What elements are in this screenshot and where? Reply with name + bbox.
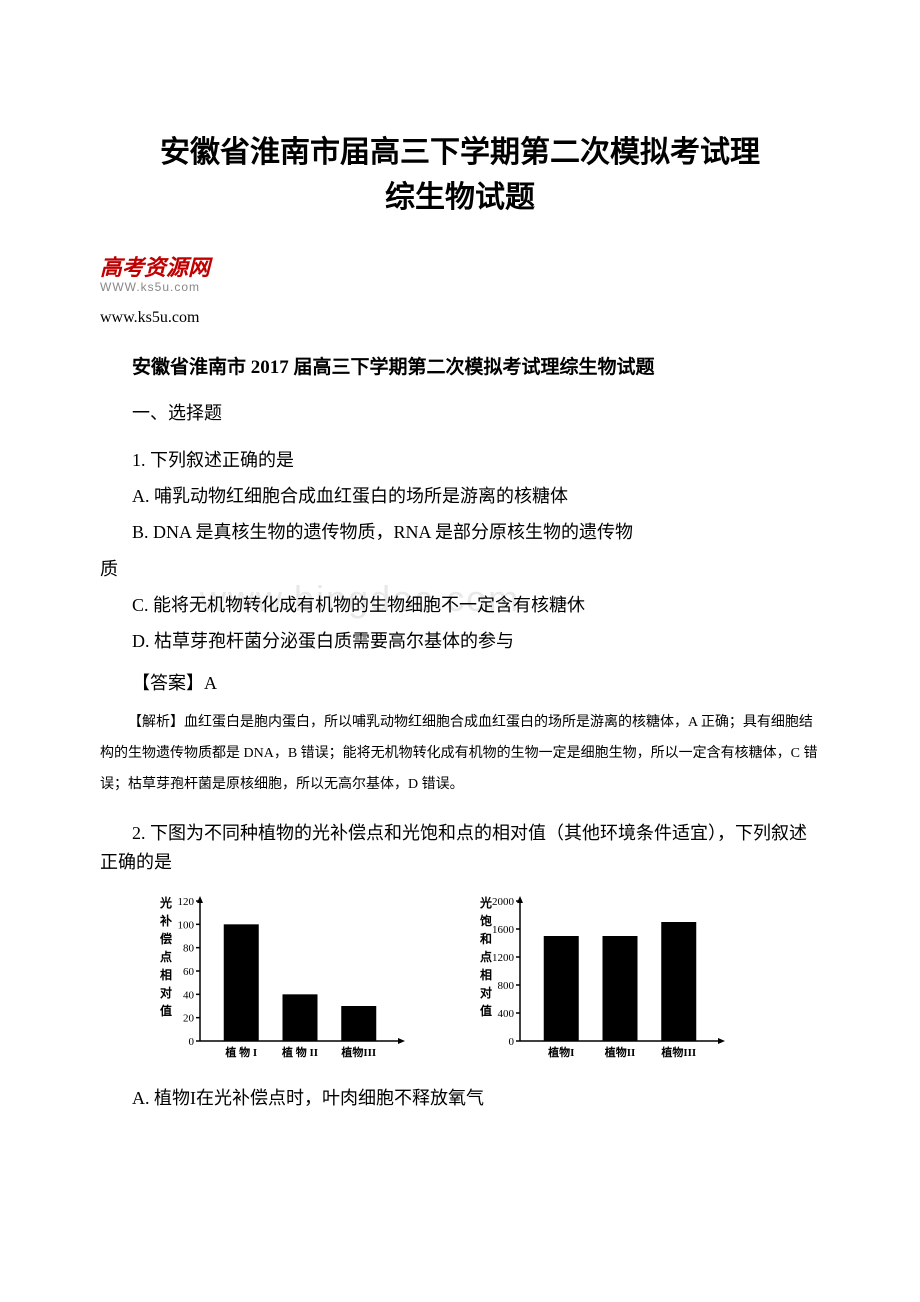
- svg-text:80: 80: [183, 943, 195, 955]
- chart1: 光补偿点相对值 0 20 40 60 80 100 120 植 物 I 植 物 II 植物III: [150, 891, 410, 1066]
- svg-text:点: 点: [480, 949, 492, 964]
- page-url: www.ks5u.com: [100, 309, 820, 327]
- svg-text:植物II: 植物II: [604, 1045, 636, 1059]
- svg-text:值: 值: [480, 1003, 492, 1018]
- logo-text: 高考资源网: [100, 250, 820, 282]
- svg-text:120: 120: [178, 896, 195, 908]
- svg-text:400: 400: [498, 1008, 515, 1020]
- title-line1: 安徽省淮南市届高三下学期第二次模拟考试理: [160, 136, 760, 169]
- svg-text:点: 点: [160, 949, 172, 964]
- chart2: 光饱和点相对值 0 400 800 1200 1600 2000 植物I 植物II 植物III: [470, 891, 730, 1066]
- svg-text:和: 和: [479, 931, 492, 946]
- q1-explanation: 【解析】血红蛋白是胞内蛋白，所以哺乳动物红细胞合成血红蛋白的场所是游离的核糖体，…: [100, 708, 820, 800]
- subtitle: 安徽省淮南市 2017 届高三下学期第二次模拟考试理综生物试题: [100, 352, 820, 379]
- site-logo: 高考资源网 WWW.ks5u.com: [100, 250, 820, 294]
- svg-text:1200: 1200: [492, 952, 515, 964]
- q1-answer: 【答案】A: [100, 666, 820, 700]
- svg-text:60: 60: [183, 966, 195, 978]
- title-line2: 综生物试题: [385, 181, 535, 214]
- svg-text:饱: 饱: [480, 913, 492, 928]
- svg-text:1600: 1600: [492, 924, 515, 936]
- q1-option-d: D. 枯草芽孢杆菌分泌蛋白质需要高尔基体的参与: [100, 624, 820, 658]
- q1-option-a: A. 哺乳动物红细胞合成血红蛋白的场所是游离的核糖体: [100, 479, 820, 513]
- svg-text:100: 100: [178, 920, 195, 932]
- svg-text:光: 光: [479, 895, 492, 910]
- svg-text:值: 值: [160, 1003, 172, 1018]
- svg-text:相: 相: [480, 967, 492, 982]
- svg-text:偿: 偿: [160, 931, 172, 946]
- svg-text:植物I: 植物I: [547, 1045, 574, 1059]
- svg-text:相: 相: [160, 967, 172, 982]
- svg-text:植物III: 植物III: [340, 1045, 376, 1059]
- svg-text:0: 0: [189, 1036, 195, 1048]
- svg-text:800: 800: [498, 980, 515, 992]
- q1-option-c: C. 能将无机物转化成有机物的生物细胞不一定含有核糖休: [100, 588, 820, 622]
- svg-text:光: 光: [159, 895, 172, 910]
- q1-option-b-line2: 质: [100, 552, 820, 586]
- svg-text:20: 20: [183, 1013, 195, 1025]
- svg-text:0: 0: [509, 1036, 515, 1048]
- svg-text:对: 对: [480, 985, 492, 1000]
- svg-text:植 物 I: 植 物 I: [224, 1045, 257, 1059]
- q1-option-b-line1: B. DNA 是真核生物的遗传物质，RNA 是部分原核生物的遗传物: [100, 515, 820, 549]
- svg-text:植 物 II: 植 物 II: [281, 1045, 318, 1059]
- q2-option-a: A. 植物I在光补偿点时，叶肉细胞不释放氧气: [100, 1081, 820, 1115]
- charts-container: 光补偿点相对值020406080100120植 物 I植 物 II植物III 光…: [150, 891, 820, 1066]
- svg-text:补: 补: [159, 913, 172, 928]
- logo-url: WWW.ks5u.com: [100, 280, 820, 294]
- section-header: 一、选择题: [100, 399, 820, 425]
- q1-text: 1. 下列叙述正确的是: [100, 443, 820, 477]
- svg-text:2000: 2000: [492, 896, 515, 908]
- svg-text:40: 40: [183, 990, 195, 1002]
- svg-text:植物III: 植物III: [660, 1045, 696, 1059]
- q2-text: 2. 下图为不同种植物的光补偿点和光饱和点的相对值（其他环境条件适宜），下列叙述…: [100, 819, 820, 877]
- svg-text:对: 对: [160, 985, 172, 1000]
